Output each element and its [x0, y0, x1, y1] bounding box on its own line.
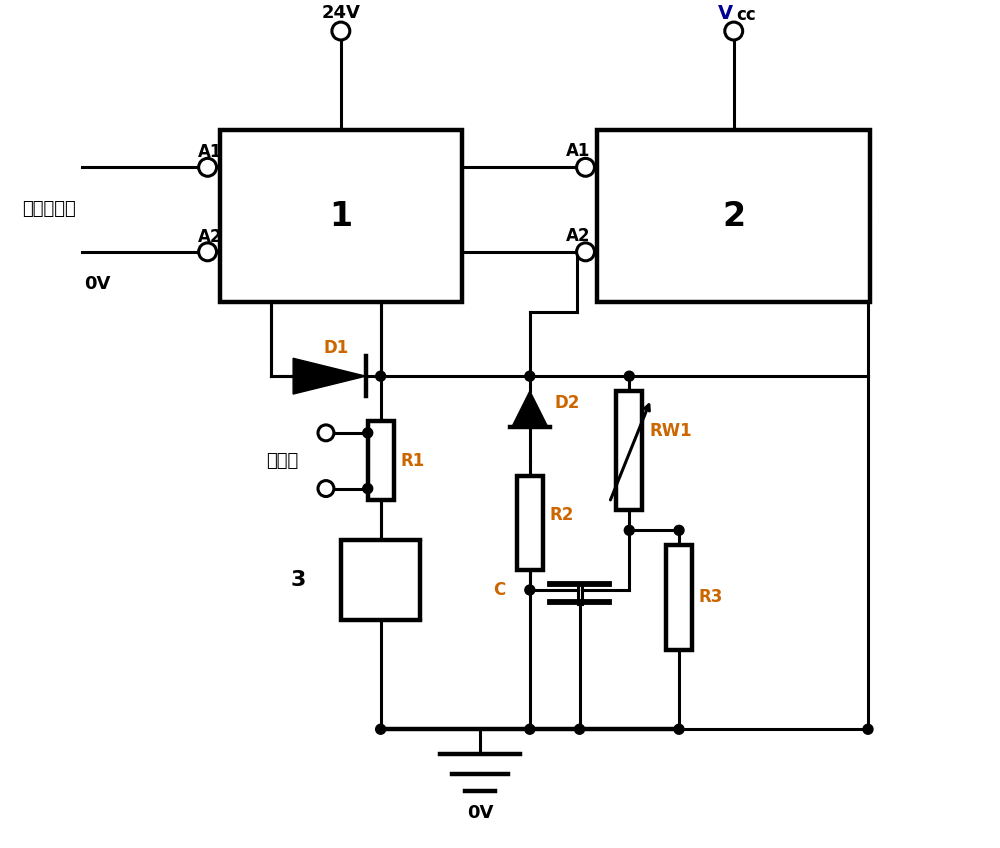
- Circle shape: [318, 481, 334, 497]
- Circle shape: [725, 22, 743, 40]
- Text: V: V: [718, 3, 733, 23]
- Circle shape: [376, 724, 386, 734]
- Text: 1: 1: [329, 199, 352, 232]
- Text: A2: A2: [566, 227, 591, 245]
- Circle shape: [363, 428, 373, 438]
- Text: cc: cc: [736, 6, 756, 24]
- Text: C: C: [493, 581, 505, 599]
- Circle shape: [674, 724, 684, 734]
- Circle shape: [863, 724, 873, 734]
- Circle shape: [318, 425, 334, 441]
- Text: RW1: RW1: [649, 421, 692, 440]
- Text: 0V: 0V: [467, 804, 493, 822]
- Bar: [220, 131, 462, 302]
- Text: D2: D2: [555, 394, 580, 412]
- Text: 2: 2: [722, 199, 745, 232]
- Circle shape: [577, 243, 594, 261]
- Circle shape: [525, 371, 535, 381]
- Circle shape: [575, 724, 585, 734]
- Polygon shape: [512, 391, 548, 427]
- Circle shape: [525, 585, 535, 595]
- Text: R1: R1: [401, 452, 425, 470]
- Circle shape: [624, 526, 634, 535]
- Text: 3: 3: [291, 570, 306, 590]
- Text: 0V: 0V: [84, 275, 111, 293]
- Text: 控制信号端: 控制信号端: [23, 200, 76, 218]
- Circle shape: [525, 724, 535, 734]
- Bar: [368, 421, 394, 500]
- Circle shape: [199, 159, 217, 176]
- Text: D1: D1: [323, 339, 349, 357]
- Text: A2: A2: [198, 228, 223, 246]
- Circle shape: [577, 159, 594, 176]
- Circle shape: [363, 483, 373, 494]
- Text: A1: A1: [566, 142, 591, 160]
- Text: R2: R2: [550, 506, 574, 524]
- Text: R3: R3: [699, 588, 723, 606]
- Bar: [616, 391, 642, 510]
- Circle shape: [624, 371, 634, 381]
- Bar: [517, 476, 543, 570]
- Text: A1: A1: [198, 143, 223, 161]
- Polygon shape: [293, 358, 366, 394]
- Text: 测试端: 测试端: [266, 452, 299, 470]
- Circle shape: [199, 243, 217, 261]
- Bar: [666, 545, 692, 650]
- Bar: [597, 131, 870, 302]
- Bar: [341, 540, 420, 620]
- Circle shape: [376, 371, 386, 381]
- Text: 24V: 24V: [321, 4, 360, 22]
- Circle shape: [674, 526, 684, 535]
- Circle shape: [332, 22, 350, 40]
